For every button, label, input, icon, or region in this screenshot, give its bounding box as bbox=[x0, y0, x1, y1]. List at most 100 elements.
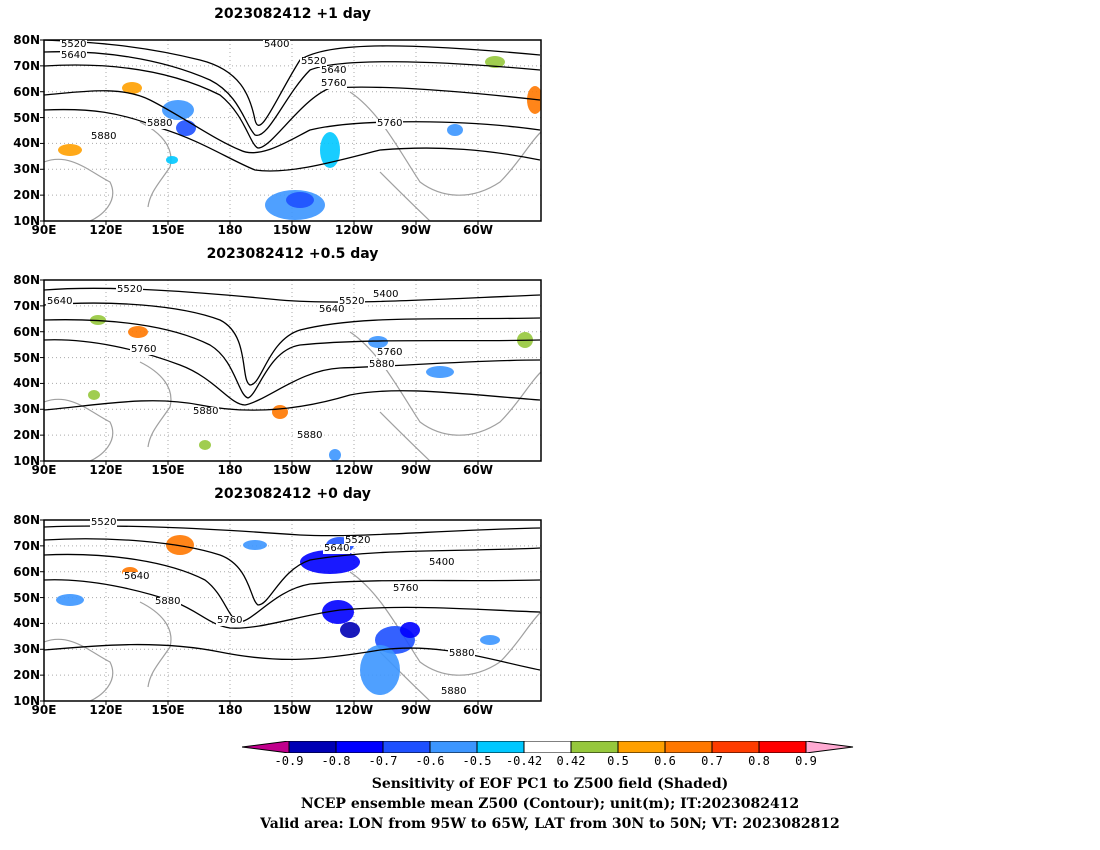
sensitivity-shading bbox=[426, 366, 454, 378]
coastline bbox=[139, 121, 172, 208]
lon-label: 60W bbox=[463, 223, 493, 237]
lon-label: 120E bbox=[89, 463, 123, 477]
contour-label: 5760 bbox=[376, 118, 404, 129]
contour-label: 5880 bbox=[154, 596, 182, 607]
lat-label: 50N bbox=[13, 590, 40, 605]
z500-contour bbox=[44, 319, 541, 399]
contour-label: 5520 bbox=[90, 517, 118, 528]
sensitivity-shading bbox=[360, 645, 400, 695]
contour-label: 5880 bbox=[440, 686, 468, 697]
plot-frame bbox=[43, 519, 542, 702]
lon-label: 60W bbox=[463, 463, 493, 477]
lat-label: 80N bbox=[13, 273, 40, 287]
contour-label: 5880 bbox=[146, 118, 174, 129]
colorbar-box bbox=[711, 741, 760, 753]
z500-contour bbox=[44, 108, 541, 172]
coastline bbox=[44, 398, 114, 461]
sensitivity-shading bbox=[176, 120, 196, 136]
contour-label: 5640 bbox=[46, 296, 74, 307]
lon-label: 60W bbox=[463, 703, 493, 717]
coastline bbox=[139, 601, 172, 688]
lon-label: 180 bbox=[217, 463, 243, 477]
lon-label: 120W bbox=[334, 703, 374, 717]
contour-label: 5880 bbox=[448, 648, 476, 659]
sensitivity-shading bbox=[88, 390, 100, 400]
plot-frame bbox=[43, 279, 542, 462]
colorbar-box bbox=[570, 741, 619, 753]
contour-label: 5520 bbox=[344, 535, 372, 546]
z500-contour bbox=[44, 64, 541, 149]
colorbar-box bbox=[617, 741, 666, 753]
sensitivity-shading bbox=[199, 440, 211, 450]
lon-label: 120W bbox=[334, 463, 374, 477]
colorbar-tick-label: -0.5 bbox=[462, 754, 492, 768]
colorbar-box bbox=[288, 741, 337, 753]
contour-label: 5520 bbox=[300, 56, 328, 67]
coastline bbox=[44, 638, 114, 701]
sensitivity-shading bbox=[447, 124, 463, 136]
contour-label: 5880 bbox=[192, 406, 220, 417]
lon-label: 120E bbox=[89, 223, 123, 237]
lon-label: 120W bbox=[334, 223, 374, 237]
map-svg bbox=[40, 39, 542, 225]
sensitivity-shading bbox=[272, 405, 288, 419]
lat-label: 20N bbox=[13, 428, 40, 443]
lat-label: 70N bbox=[13, 538, 40, 553]
lat-label: 40N bbox=[13, 136, 40, 151]
lat-label: 30N bbox=[13, 402, 40, 417]
colorbar-tick-label: 0.9 bbox=[795, 754, 817, 768]
sensitivity-shading bbox=[243, 540, 267, 550]
lon-label: 150E bbox=[151, 703, 185, 717]
coastline bbox=[379, 411, 431, 461]
sensitivity-shading bbox=[320, 132, 340, 168]
colorbar-box bbox=[758, 741, 807, 753]
lat-label: 80N bbox=[13, 33, 40, 47]
colorbar-tick-label: -0.42 bbox=[505, 754, 543, 768]
lon-label: 90W bbox=[401, 223, 431, 237]
contour-label: 5400 bbox=[263, 39, 291, 50]
contour-label: 5640 bbox=[60, 50, 88, 61]
lon-label: 90E bbox=[31, 703, 57, 717]
contour-label: 5520 bbox=[338, 296, 366, 307]
colorbar-box bbox=[382, 741, 431, 753]
lon-label: 90E bbox=[31, 463, 57, 477]
sensitivity-shading bbox=[322, 600, 354, 624]
coastline bbox=[44, 158, 114, 221]
contour-label: 5520 bbox=[116, 284, 144, 295]
colorbar-tick-label: -0.7 bbox=[368, 754, 398, 768]
sensitivity-shading bbox=[122, 82, 142, 94]
lat-label: 40N bbox=[13, 376, 40, 391]
map-panel-plus-half-day: 80N 70N 60N 50N 40N 30N 20N 10N 90E 120E 150E 180 15… bbox=[0, 272, 560, 487]
z500-contour bbox=[44, 287, 541, 303]
z500-contour bbox=[44, 51, 541, 136]
sensitivity-shading bbox=[480, 635, 500, 645]
coastline bbox=[139, 361, 172, 448]
map-panel-plus-0-day: 80N 70N 60N 50N 40N 30N 20N 10N 90E 120E 150E 180 15… bbox=[0, 512, 560, 727]
lon-label: 90W bbox=[401, 463, 431, 477]
map-svg bbox=[40, 279, 542, 465]
lon-label: 90W bbox=[401, 703, 431, 717]
caption-valid-area: Valid area: LON from 95W to 65W, LAT fro… bbox=[260, 816, 840, 832]
colorbar bbox=[242, 741, 854, 753]
z500-contour bbox=[44, 553, 541, 623]
lon-label: 150W bbox=[272, 703, 312, 717]
lat-label: 70N bbox=[13, 298, 40, 313]
colorbar-tick-label: -0.6 bbox=[415, 754, 445, 768]
contour-label: 5760 bbox=[130, 344, 158, 355]
lat-label: 80N bbox=[13, 513, 40, 527]
lon-label: 150E bbox=[151, 223, 185, 237]
lat-label: 10N bbox=[13, 694, 40, 708]
z500-contour bbox=[44, 525, 541, 537]
sensitivity-shading bbox=[329, 449, 341, 461]
lat-label: 50N bbox=[13, 110, 40, 125]
contour-label: 5760 bbox=[392, 583, 420, 594]
colorbar-tick-label: -0.8 bbox=[321, 754, 351, 768]
lat-label: 50N bbox=[13, 350, 40, 365]
colorbar-box bbox=[664, 741, 713, 753]
colorbar-tick-label: -0.9 bbox=[274, 754, 304, 768]
colorbar-box bbox=[335, 741, 384, 753]
colorbar-box bbox=[429, 741, 478, 753]
lat-label: 10N bbox=[13, 454, 40, 468]
caption-contour: NCEP ensemble mean Z500 (Contour); unit(… bbox=[300, 796, 800, 812]
sensitivity-shading bbox=[58, 144, 82, 156]
